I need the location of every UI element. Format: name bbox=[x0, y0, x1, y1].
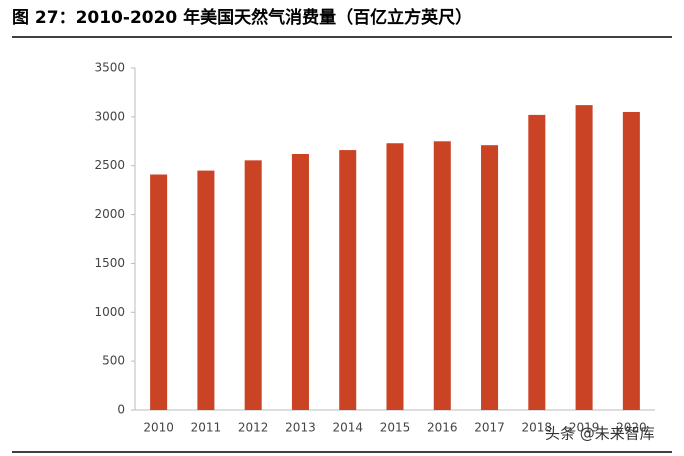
bar bbox=[150, 174, 168, 410]
bar bbox=[622, 111, 640, 410]
x-tick-label: 2010 bbox=[143, 421, 174, 435]
bar bbox=[575, 105, 593, 410]
x-tick-label: 2018 bbox=[522, 421, 553, 435]
y-tick-label: 2000 bbox=[94, 207, 125, 221]
x-tick-label: 2013 bbox=[285, 421, 316, 435]
y-tick-label: 3500 bbox=[94, 61, 125, 75]
bar bbox=[244, 160, 262, 410]
bar bbox=[386, 143, 404, 411]
y-tick-label: 1500 bbox=[94, 256, 125, 270]
x-tick-label: 2017 bbox=[474, 421, 505, 435]
x-tick-label: 2015 bbox=[380, 421, 411, 435]
watermark: 头条 @未来智库 bbox=[545, 425, 655, 443]
chart-title: 图 27：2010-2020 年美国天然气消费量（百亿立方英尺） bbox=[12, 7, 472, 28]
y-tick-label: 500 bbox=[102, 354, 125, 368]
y-tick-label: 0 bbox=[117, 403, 125, 417]
y-tick-label: 2500 bbox=[94, 158, 125, 172]
x-tick-label: 2020 bbox=[616, 421, 647, 435]
bar bbox=[339, 150, 357, 410]
y-tick-label: 3000 bbox=[94, 109, 125, 123]
x-tick-label: 2011 bbox=[191, 421, 222, 435]
x-tick-label: 2014 bbox=[332, 421, 363, 435]
bar bbox=[481, 145, 499, 411]
y-tick-label: 1000 bbox=[94, 305, 125, 319]
bar bbox=[433, 141, 451, 411]
x-tick-label: 2012 bbox=[238, 421, 269, 435]
x-tick-label: 2019 bbox=[569, 421, 600, 435]
bar bbox=[197, 170, 215, 410]
bar bbox=[291, 153, 309, 410]
bar bbox=[528, 114, 546, 410]
x-tick-label: 2016 bbox=[427, 421, 458, 435]
